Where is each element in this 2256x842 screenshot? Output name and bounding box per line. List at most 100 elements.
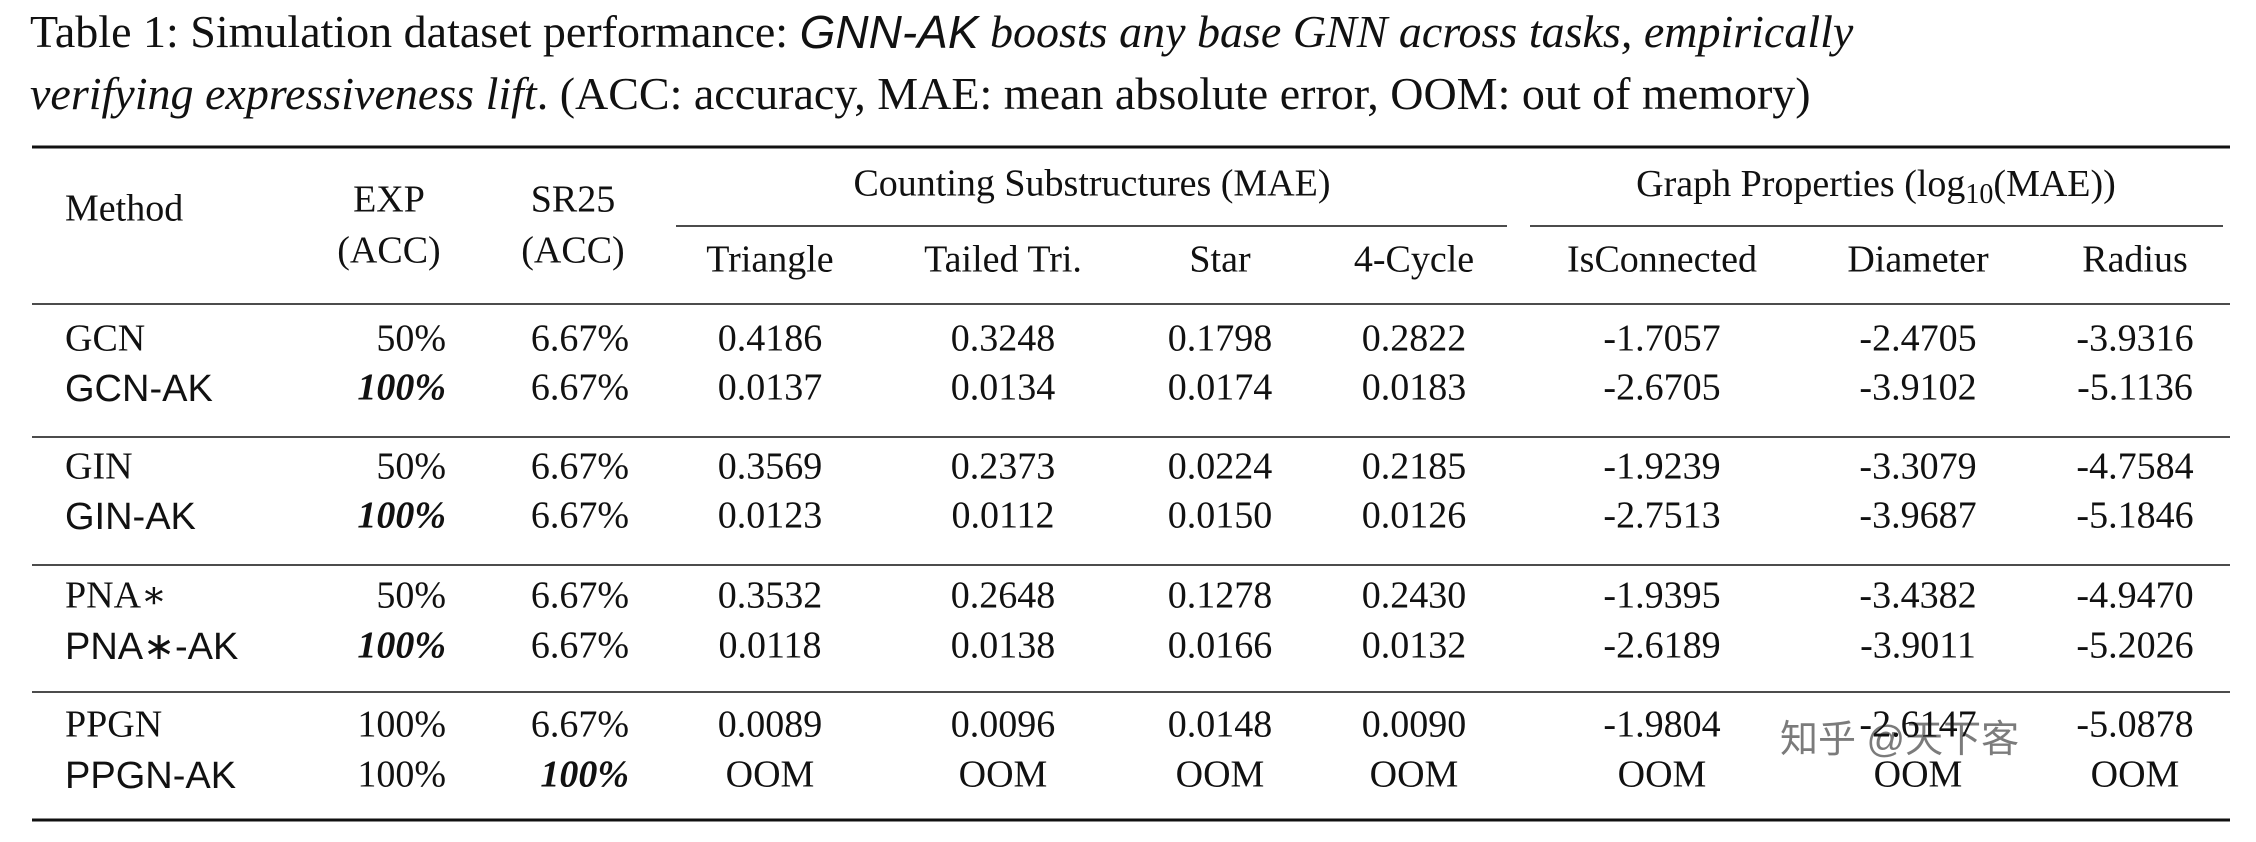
caption-note: . (ACC: accuracy, MAE: mean absolute err… bbox=[537, 68, 1811, 119]
method-name: PNA∗-AK bbox=[65, 626, 238, 668]
cell: 100% bbox=[357, 754, 446, 796]
cell: 0.0137 bbox=[718, 367, 823, 409]
cell: OOM bbox=[1874, 754, 1963, 796]
column-header: Diameter bbox=[1847, 239, 1989, 281]
cell: 0.0123 bbox=[718, 495, 823, 537]
cell: 0.0112 bbox=[951, 495, 1054, 537]
cell: 100% bbox=[357, 625, 446, 667]
method-name: GCN-AK bbox=[65, 368, 213, 410]
method-name: PPGN-AK bbox=[65, 755, 236, 797]
cell: 0.3248 bbox=[951, 318, 1056, 360]
cell: -3.9011 bbox=[1860, 625, 1976, 667]
caption-lead: Table 1: Simulation dataset performance: bbox=[30, 6, 788, 57]
cell: -4.9470 bbox=[2076, 575, 2193, 617]
cell: 0.0089 bbox=[718, 704, 823, 746]
group-text: Graph Properties (log bbox=[1636, 163, 1965, 205]
cell: OOM bbox=[1618, 754, 1707, 796]
cell: OOM bbox=[1370, 754, 1459, 796]
cell: 0.0132 bbox=[1362, 625, 1467, 667]
cell: 100% bbox=[357, 367, 446, 409]
cell: -4.7584 bbox=[2076, 446, 2193, 488]
caption-claim: boosts any base GNN across tasks, empiri… bbox=[990, 6, 1854, 57]
method-name: PNA∗ bbox=[65, 575, 167, 617]
caption-model: GNN-AK bbox=[800, 6, 981, 58]
cell: OOM bbox=[1176, 754, 1265, 796]
cell: 0.0126 bbox=[1362, 495, 1467, 537]
column-header: Star bbox=[1189, 239, 1251, 281]
cell: OOM bbox=[2091, 754, 2180, 796]
method-name: GCN bbox=[65, 318, 145, 360]
cell: 0.3569 bbox=[718, 446, 823, 488]
caption-line-2: verifying expressiveness lift. (ACC: acc… bbox=[30, 68, 1811, 119]
cell: 0.2648 bbox=[951, 575, 1056, 617]
header-method: Method bbox=[65, 188, 183, 230]
cell: 100% bbox=[357, 704, 446, 746]
caption-claim: verifying expressiveness lift bbox=[30, 68, 538, 119]
cell: 6.67% bbox=[531, 625, 629, 667]
cell: 0.0090 bbox=[1362, 704, 1467, 746]
column-header: Tailed Tri. bbox=[924, 239, 1082, 281]
cell: -1.9239 bbox=[1603, 446, 1720, 488]
header-exp-unit: (ACC) bbox=[337, 230, 440, 272]
method-name: PPGN bbox=[65, 704, 162, 746]
cell: -2.6705 bbox=[1603, 367, 1720, 409]
cell: -3.9687 bbox=[1859, 495, 1976, 537]
method-name: GIN-AK bbox=[65, 496, 196, 538]
column-header: IsConnected bbox=[1567, 239, 1757, 281]
cell: 0.1278 bbox=[1168, 575, 1273, 617]
column-header: 4-Cycle bbox=[1354, 239, 1474, 281]
watermark: 知乎 @天下客 bbox=[1780, 719, 2019, 761]
cell: 6.67% bbox=[531, 367, 629, 409]
caption-line-1: Table 1: Simulation dataset performance:… bbox=[30, 6, 1854, 59]
cell: -3.3079 bbox=[1859, 446, 1976, 488]
column-header: Triangle bbox=[706, 239, 833, 281]
cell: OOM bbox=[959, 754, 1048, 796]
cell: 100% bbox=[540, 754, 629, 796]
cell: 0.0166 bbox=[1168, 625, 1273, 667]
cell: 50% bbox=[376, 446, 446, 488]
group-subscript: 10 bbox=[1965, 179, 1993, 210]
cell: -2.7513 bbox=[1603, 495, 1720, 537]
cell: 6.67% bbox=[531, 575, 629, 617]
cell: 0.0134 bbox=[951, 367, 1056, 409]
cell: -1.9395 bbox=[1603, 575, 1720, 617]
cell: 0.0183 bbox=[1362, 367, 1467, 409]
cell: 0.0096 bbox=[951, 704, 1056, 746]
cell: -2.6189 bbox=[1603, 625, 1720, 667]
cell: -1.9804 bbox=[1603, 704, 1720, 746]
cell: 6.67% bbox=[531, 446, 629, 488]
cell: -3.9316 bbox=[2076, 318, 2193, 360]
cell: 0.0150 bbox=[1168, 495, 1273, 537]
cell: 0.2430 bbox=[1362, 575, 1467, 617]
cell: 0.2373 bbox=[951, 446, 1056, 488]
cell: 0.3532 bbox=[718, 575, 823, 617]
cell: 0.0174 bbox=[1168, 367, 1273, 409]
cell: 6.67% bbox=[531, 704, 629, 746]
cell: -1.7057 bbox=[1603, 318, 1720, 360]
cell: -5.1846 bbox=[2076, 495, 2193, 537]
cell: 6.67% bbox=[531, 495, 629, 537]
header-group: Counting Substructures (MAE) bbox=[853, 163, 1330, 205]
cell: -2.4705 bbox=[1859, 318, 1976, 360]
method-name: GIN bbox=[65, 446, 133, 488]
cell: 50% bbox=[376, 575, 446, 617]
cell: -2.6147 bbox=[1859, 704, 1976, 746]
cell: 0.0148 bbox=[1168, 704, 1273, 746]
cell: 0.0138 bbox=[951, 625, 1056, 667]
header-sr25: SR25 bbox=[531, 179, 615, 221]
cell: 6.67% bbox=[531, 318, 629, 360]
cell: -3.4382 bbox=[1859, 575, 1976, 617]
cell: -5.2026 bbox=[2076, 625, 2193, 667]
cell: 100% bbox=[357, 495, 446, 537]
cell: 0.0118 bbox=[718, 625, 821, 667]
cell: 0.4186 bbox=[718, 318, 823, 360]
header-group: Graph Properties (log10(MAE)) bbox=[1636, 163, 2116, 211]
header-exp: EXP bbox=[353, 179, 425, 221]
cell: 50% bbox=[376, 318, 446, 360]
header-sr25-unit: (ACC) bbox=[521, 230, 624, 272]
group-text: (MAE)) bbox=[1993, 163, 2115, 205]
cell: 0.2185 bbox=[1362, 446, 1467, 488]
cell: -5.1136 bbox=[2077, 367, 2193, 409]
column-header: Radius bbox=[2082, 239, 2188, 281]
